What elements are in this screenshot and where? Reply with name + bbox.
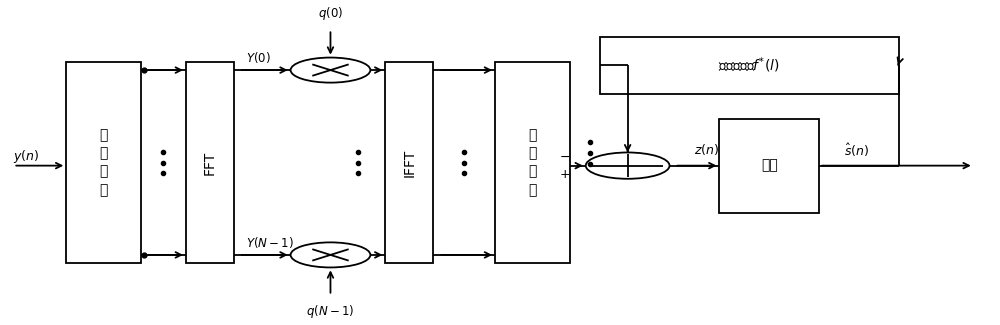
- Bar: [66, 62, 141, 263]
- Text: 并
串
变
换: 并 串 变 换: [528, 128, 537, 197]
- Bar: [186, 62, 234, 263]
- Text: 反馈滤波器$f^{*}(l)$: 反馈滤波器$f^{*}(l)$: [718, 56, 780, 75]
- Text: $Y(N-1)$: $Y(N-1)$: [246, 235, 294, 250]
- Bar: [600, 37, 899, 94]
- Text: IFFT: IFFT: [402, 149, 416, 176]
- Text: 串
并
变
换: 串 并 变 换: [99, 128, 108, 197]
- Text: $\hat{s}(n)$: $\hat{s}(n)$: [844, 141, 869, 159]
- Text: FFT: FFT: [203, 150, 217, 175]
- Bar: [719, 119, 819, 213]
- Text: $y(n)$: $y(n)$: [13, 148, 40, 165]
- Bar: [385, 62, 433, 263]
- Text: $q(N-1)$: $q(N-1)$: [306, 304, 355, 320]
- Text: $-$: $-$: [559, 150, 570, 163]
- Text: $q(0)$: $q(0)$: [318, 5, 343, 21]
- Text: $+$: $+$: [559, 168, 570, 181]
- Text: 判决: 判决: [761, 159, 778, 173]
- Text: $z(n)$: $z(n)$: [694, 142, 720, 158]
- Bar: [495, 62, 570, 263]
- Text: $Y(0)$: $Y(0)$: [246, 50, 271, 65]
